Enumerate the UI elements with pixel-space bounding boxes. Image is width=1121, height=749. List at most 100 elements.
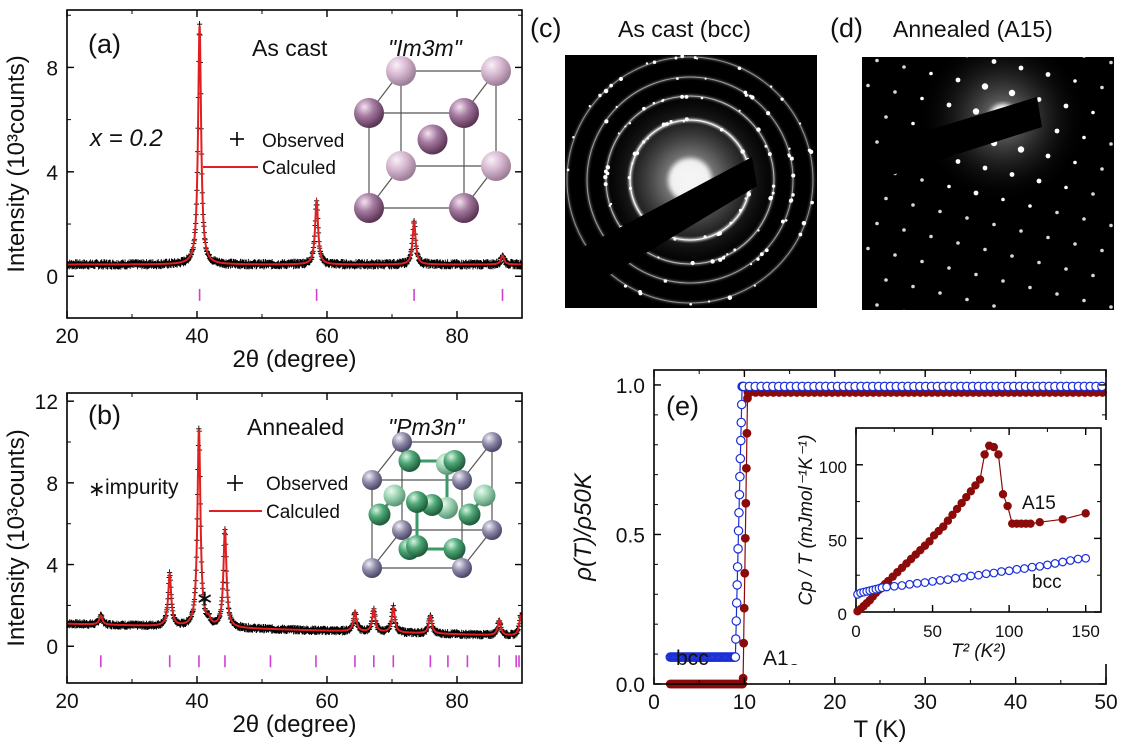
inset-label-bcc: bcc — [1032, 572, 1062, 593]
impurity-marker: ∗ — [195, 586, 213, 611]
diffraction-spot — [750, 95, 755, 100]
bcc-point — [731, 616, 742, 626]
diffraction-spot — [652, 60, 657, 64]
diffraction-spot — [911, 203, 915, 207]
inset-a15-point — [1058, 515, 1067, 524]
atom — [443, 538, 466, 560]
diffraction-spot — [1017, 146, 1025, 153]
x-tick-label: 40 — [185, 690, 208, 713]
diffraction-spot — [956, 241, 960, 245]
x-axis-label: 2θ (degree) — [232, 711, 356, 738]
a15-point — [740, 533, 750, 543]
diffraction-spot — [757, 229, 760, 232]
y-tick-label: 8 — [46, 57, 58, 80]
diffraction-spot — [615, 105, 618, 109]
diffraction-spot — [682, 120, 685, 123]
diffraction-spot — [992, 222, 996, 227]
x-tick-label: 40 — [185, 325, 208, 348]
y-tick-label: 12 — [35, 391, 58, 414]
diffraction-spot — [1008, 89, 1016, 97]
diffraction-spot — [717, 231, 723, 236]
inset-y-axis-label: Cp / T (mJmol⁻¹K⁻¹) — [796, 435, 817, 606]
atom — [362, 558, 382, 578]
panel-d-title: Annealed (A15) — [893, 16, 1053, 42]
diffraction-spot — [673, 237, 677, 241]
legend-observed-label: Observed — [266, 474, 348, 495]
diffraction-spot — [787, 153, 790, 156]
diffraction-spot — [617, 132, 620, 135]
diffraction-spot — [690, 260, 695, 266]
inset-bcc-point — [1043, 560, 1052, 570]
beam-stop — [862, 97, 1042, 185]
diffraction-spot — [1073, 242, 1077, 246]
x-tick-label: 20 — [55, 325, 78, 348]
calculated-line — [67, 428, 522, 636]
a15-point — [739, 603, 749, 613]
diffraction-spot — [744, 93, 748, 97]
x-tick-label: 80 — [445, 690, 468, 713]
atom — [386, 151, 416, 181]
diffraction-spot — [1073, 160, 1077, 165]
diffraction-spot — [791, 193, 795, 197]
diffraction-spot — [603, 182, 608, 187]
bcc-point — [735, 435, 746, 446]
diffraction-spot — [866, 246, 870, 251]
x-tick-label: 60 — [315, 325, 338, 348]
panel-b-axes: 20 40 60 80 0 4 8 12 2θ (degree) Intensity (10³co… — [3, 391, 523, 738]
panel-a-label: (a) — [88, 29, 121, 59]
inset-bcc-point — [951, 573, 960, 583]
y-tick-label: 0 — [838, 605, 847, 624]
diffraction-spot — [981, 83, 989, 90]
diffraction-spot — [1028, 285, 1032, 290]
atom — [452, 558, 472, 578]
diffraction-spot — [946, 102, 952, 108]
diffraction-spot — [1055, 292, 1059, 296]
panel-a: 20 40 60 80 0 4 8 2θ (degree) Intensity (10³coun… — [3, 9, 523, 373]
bcc-point — [735, 453, 746, 464]
atom — [458, 503, 481, 526]
y-axis-label: Intensity (10³counts) — [3, 55, 30, 272]
x-tick-label: 30 — [914, 691, 937, 714]
axes-frame — [66, 392, 523, 684]
inset-bcc-point — [920, 578, 930, 587]
diffraction-spot — [1082, 217, 1086, 221]
diffraction-spot — [652, 101, 656, 105]
diffraction-spot — [642, 106, 646, 111]
diffraction-spot — [884, 278, 888, 282]
panel-e-label: (e) — [666, 391, 699, 421]
legend-observed-label: Observed — [262, 131, 344, 152]
panel-e: 0 10 20 30 40 50 0.0 0.5 1.0 T (K) ρ(T)/ρ50K (e) b… — [570, 369, 1118, 743]
inset-a15-point — [994, 450, 1003, 459]
diffraction-spot — [756, 127, 761, 132]
diffraction-spot — [684, 94, 689, 99]
diffraction-spot — [1036, 178, 1042, 184]
axes-frame — [66, 9, 523, 319]
inset-bcc-point — [981, 569, 991, 579]
y-tick-label: 0 — [46, 636, 58, 659]
diffraction-spot — [780, 97, 784, 101]
diffraction-spot — [920, 259, 924, 264]
panel-b-legend: Observed Calculed — [209, 474, 348, 523]
bcc-point — [736, 417, 747, 428]
diffraction-spot — [1001, 279, 1005, 283]
x-tick-label: 0 — [851, 622, 860, 641]
inset-a15-point — [925, 537, 934, 546]
diffraction-spot — [638, 291, 643, 296]
panel-b-title: Annealed — [247, 414, 344, 440]
diffraction-spot — [1109, 305, 1113, 309]
diffraction-spot — [710, 259, 715, 264]
legend-observed-marker — [227, 475, 243, 491]
diffraction-spot — [810, 201, 813, 204]
diffraction-spot — [1091, 110, 1095, 115]
inset-a15-point — [943, 516, 953, 525]
diffraction-spot — [657, 256, 660, 259]
diffraction-spot — [764, 144, 768, 148]
label-bcc: bcc — [676, 647, 709, 670]
bcc-point — [734, 507, 744, 518]
diffraction-spot — [603, 88, 609, 94]
diffraction-spot — [753, 284, 757, 287]
x-axis-label: T (K) — [854, 716, 907, 743]
inset-bcc-point — [889, 581, 899, 591]
diffraction-spot — [769, 85, 773, 88]
diffraction-spot — [689, 302, 693, 306]
